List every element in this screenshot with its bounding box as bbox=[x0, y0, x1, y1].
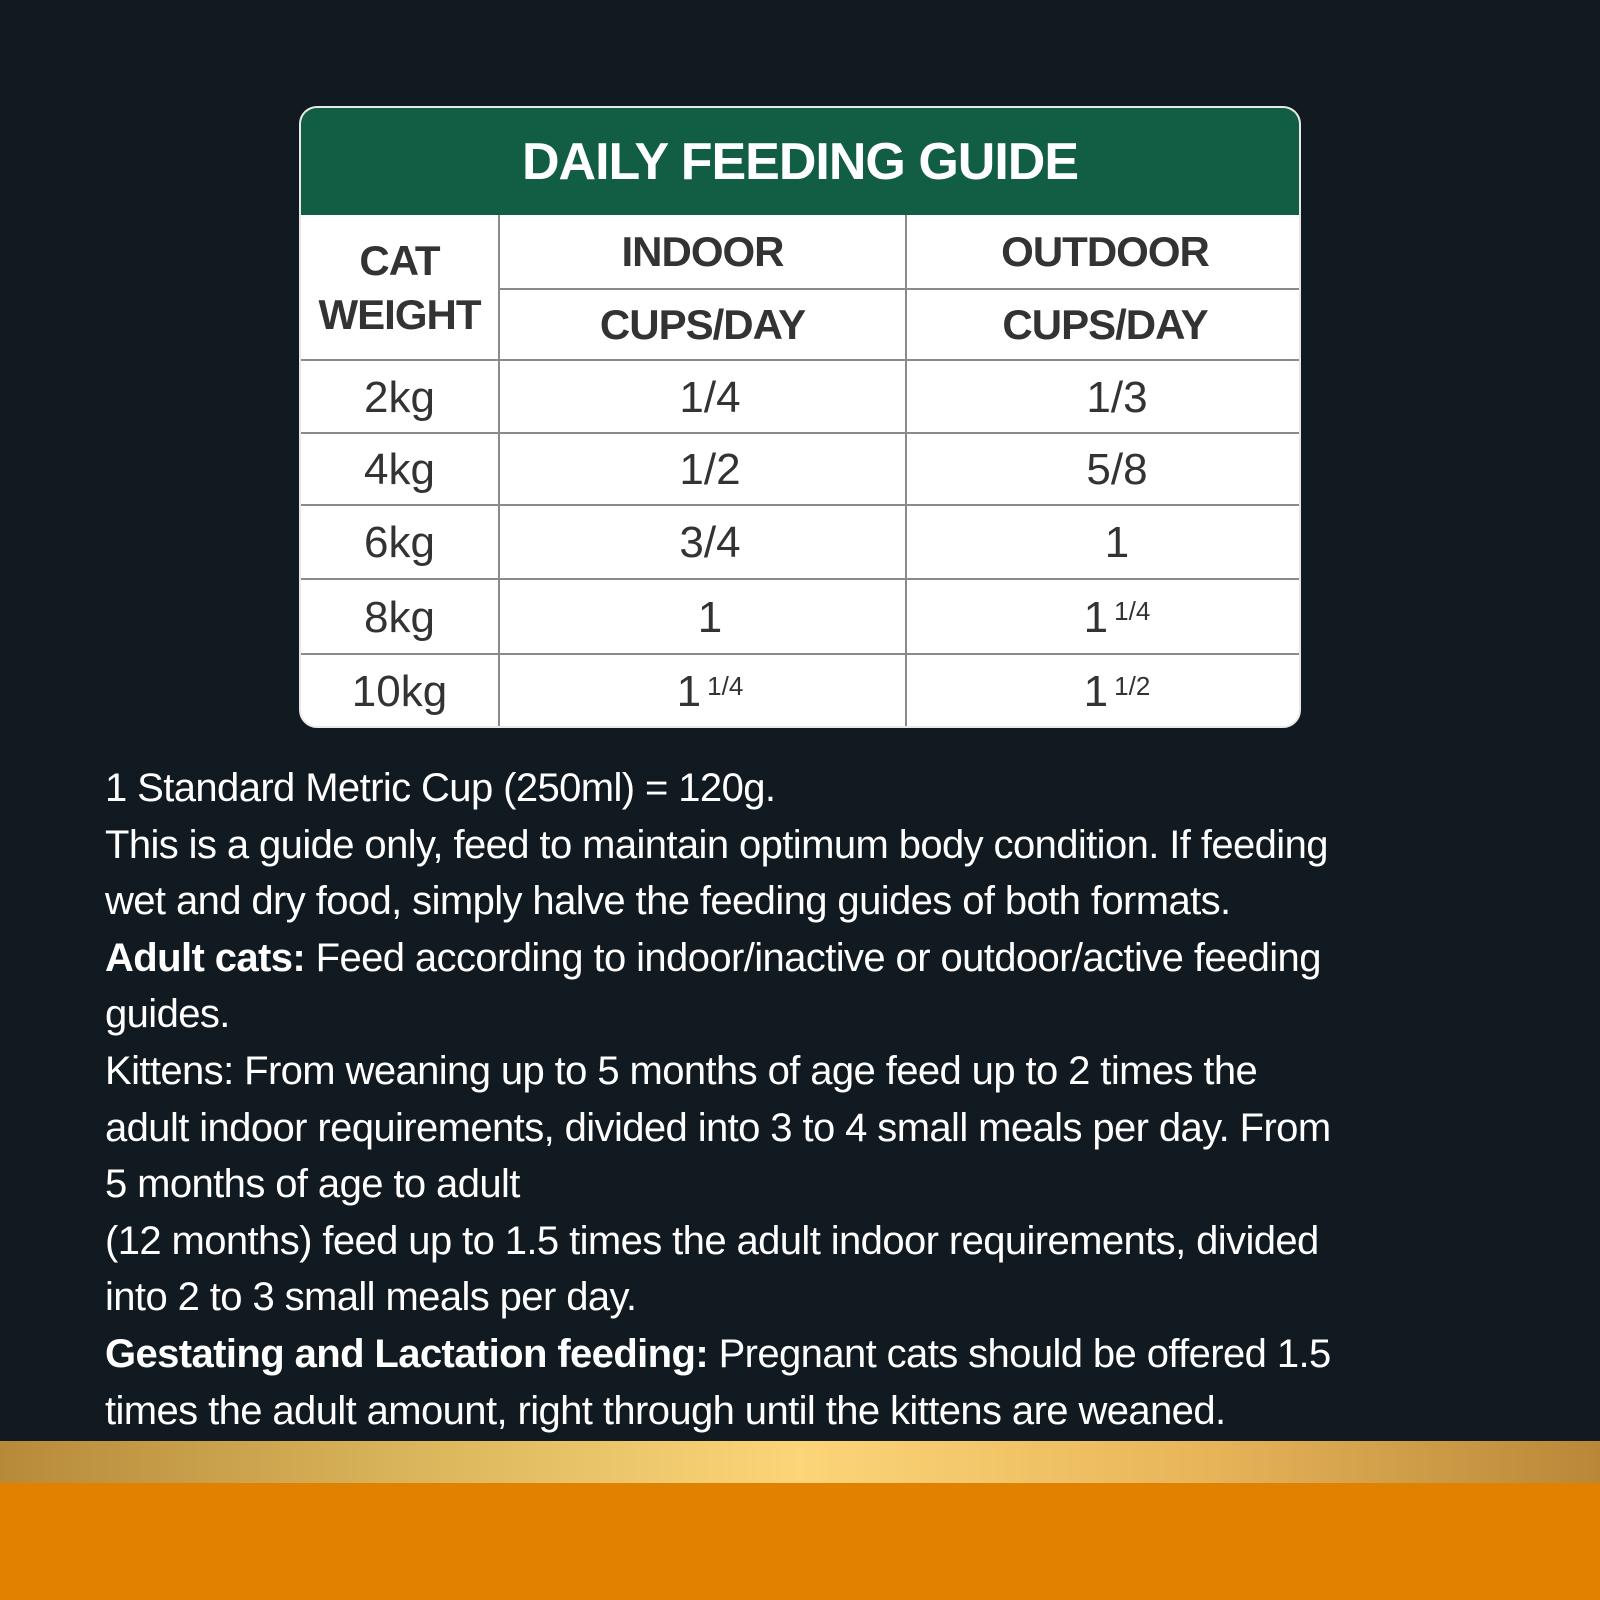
notes-line: Adult cats: Feed according to indoor/ina… bbox=[105, 930, 1331, 987]
outdoor-value: 1/3 bbox=[1086, 372, 1148, 422]
cell-outdoor: 1 bbox=[907, 506, 1299, 580]
notes-line: 5 months of age to adult bbox=[105, 1162, 520, 1207]
table-title: DAILY FEEDING GUIDE bbox=[301, 108, 1299, 215]
divider bbox=[500, 288, 1299, 290]
cell-weight: 8kg bbox=[301, 580, 498, 655]
cell-outdoor: 1/3 bbox=[907, 361, 1299, 434]
cell-weight: 6kg bbox=[301, 506, 498, 580]
header-weight-line1: CAT bbox=[359, 237, 440, 284]
header-outdoor: OUTDOOR bbox=[1001, 228, 1210, 275]
notes-line: guides. bbox=[105, 992, 230, 1037]
cell-weight: 10kg bbox=[301, 655, 498, 726]
indoor-value: 1 bbox=[676, 667, 702, 716]
outdoor-value: 1 bbox=[1083, 667, 1109, 716]
indoor-value: 3/4 bbox=[679, 518, 741, 567]
divider bbox=[498, 215, 500, 726]
notes-line: times the adult amount, right through un… bbox=[105, 1388, 1226, 1433]
cell-indoor: 3/4 bbox=[500, 506, 920, 580]
weight-value: 2kg bbox=[364, 372, 435, 422]
row-divider bbox=[301, 359, 1299, 361]
outdoor-value: 1 bbox=[1104, 518, 1130, 567]
header-outdoor-unit: CUPS/DAY bbox=[1002, 301, 1208, 348]
notes-line: Gestating and Lactation feeding: Pregnan… bbox=[105, 1326, 1331, 1383]
outdoor-fraction: 1/2 bbox=[1114, 670, 1151, 701]
indoor-value: 1/4 bbox=[679, 372, 741, 422]
feeding-guide-table: DAILY FEEDING GUIDE CAT WEIGHT INDOOR OU… bbox=[299, 106, 1301, 728]
notes-line: into 2 to 3 small meals per day. bbox=[105, 1275, 637, 1320]
cell-weight: 2kg bbox=[301, 361, 498, 434]
cell-outdoor: 1 1/4 bbox=[907, 580, 1299, 655]
row-divider bbox=[301, 578, 1299, 580]
outdoor-value: 1 bbox=[1083, 592, 1109, 642]
notes-line: This is a guide only, feed to maintain o… bbox=[105, 822, 1328, 867]
cell-weight: 4kg bbox=[301, 434, 498, 506]
header-cat-weight: CAT WEIGHT bbox=[301, 215, 498, 361]
notes-line: Kittens: From weaning up to 5 months of … bbox=[105, 1048, 1258, 1093]
orange-band bbox=[0, 1483, 1600, 1600]
cell-indoor: 1/2 bbox=[500, 434, 920, 506]
cell-indoor: 1/4 bbox=[500, 361, 920, 434]
indoor-fraction: 1/4 bbox=[707, 670, 744, 701]
divider bbox=[905, 215, 907, 726]
indoor-value: 1/2 bbox=[679, 445, 741, 494]
notes-line: 1 Standard Metric Cup (250ml) = 120g. bbox=[105, 766, 776, 810]
header-weight-line2: WEIGHT bbox=[318, 291, 482, 338]
notes-text: Pregnant cats should be offered 1.5 bbox=[708, 1331, 1332, 1376]
notes-text: Feed according to indoor/inactive or out… bbox=[305, 935, 1322, 980]
notes-line: wet and dry food, simply halve the feedi… bbox=[105, 879, 1231, 924]
cell-indoor: 1 1/4 bbox=[500, 655, 920, 726]
outdoor-value: 5/8 bbox=[1086, 445, 1148, 494]
header-indoor-unit: CUPS/DAY bbox=[599, 301, 806, 348]
outdoor-fraction: 1/4 bbox=[1114, 596, 1151, 626]
weight-value: 4kg bbox=[364, 445, 435, 494]
gold-band bbox=[0, 1441, 1600, 1483]
weight-value: 6kg bbox=[364, 518, 435, 567]
cell-outdoor: 1 1/2 bbox=[907, 655, 1299, 726]
adult-label: Adult cats: bbox=[105, 935, 306, 980]
row-divider bbox=[301, 653, 1299, 655]
cell-outdoor: 5/8 bbox=[907, 434, 1299, 506]
row-divider bbox=[301, 432, 1299, 434]
cell-indoor: 1 bbox=[500, 580, 920, 655]
notes-line: adult indoor requirements, divided into … bbox=[105, 1105, 1331, 1150]
row-divider bbox=[301, 504, 1299, 506]
gestating-label: Gestating and Lactation feeding: bbox=[105, 1331, 709, 1376]
feeding-notes: 1 Standard Metric Cup (250ml) = 120g. Th… bbox=[105, 760, 1331, 1439]
header-indoor: INDOOR bbox=[621, 228, 785, 275]
weight-value: 10kg bbox=[351, 667, 448, 716]
weight-value: 8kg bbox=[364, 592, 435, 642]
notes-line: (12 months) feed up to 1.5 times the adu… bbox=[105, 1218, 1319, 1263]
indoor-value: 1 bbox=[697, 592, 723, 642]
